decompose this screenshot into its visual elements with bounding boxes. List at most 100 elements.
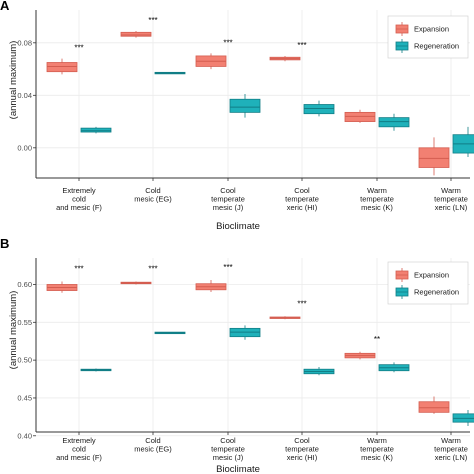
expansion-box	[418, 396, 450, 414]
x-tick-label-line: temperate	[360, 445, 394, 454]
x-tick-label-line: xeric (HI)	[287, 203, 318, 212]
expansion-box	[269, 316, 301, 320]
box-body	[418, 147, 450, 168]
expansion-box	[344, 351, 376, 360]
expansion-box	[195, 279, 227, 293]
x-tick-label: Warm temperate xeric (LN)	[434, 186, 468, 212]
expansion-box	[269, 55, 301, 62]
legend: Expansion Regeneration	[387, 15, 469, 59]
panel-b-y-axis-label: (annual maximum)	[8, 291, 19, 370]
significance-marker: ***	[148, 16, 157, 25]
significance-marker: ***	[74, 44, 83, 53]
regeneration-box	[229, 325, 261, 340]
expansion-box	[344, 109, 376, 123]
x-tick-label-line: temperate	[211, 195, 245, 204]
x-tick-label-line: and mesic (F)	[56, 203, 102, 212]
regeneration-box	[154, 71, 186, 75]
x-tick-label: Extremely cold and mesic (F)	[56, 436, 102, 462]
regeneration-box	[80, 368, 112, 372]
x-tick-label-line: Cold	[145, 186, 160, 195]
regeneration-box	[303, 100, 335, 117]
x-tick-label-line: Warm	[441, 186, 461, 195]
regeneration-box	[378, 362, 410, 373]
x-tick-label-line: Cold	[145, 436, 160, 445]
panel-b: B (annual maximum) Bioclimate 0.40 0.45 0.…	[0, 236, 474, 474]
x-tick-label-line: cold	[72, 195, 86, 204]
x-tick-label: Warm temperate mesic (K)	[360, 436, 394, 462]
panel-grid	[36, 10, 470, 178]
x-tick-label-line: temperate	[360, 195, 394, 204]
y-tick-label: 0.50	[17, 356, 32, 365]
x-tick-label-line: temperate	[434, 445, 468, 454]
significance-marker: ***	[223, 263, 232, 272]
x-tick-label-line: Cool	[220, 186, 236, 195]
significance-marker: ***	[297, 41, 306, 50]
x-tick-label-line: mesic (EG)	[134, 445, 172, 454]
regeneration-box	[378, 113, 410, 131]
x-tick-label-line: Warm	[367, 436, 387, 445]
legend-label-expansion: Expansion	[414, 271, 449, 280]
x-tick-label: Cool temperate xeric (HI)	[285, 186, 319, 212]
x-tick-label-line: Warm	[441, 436, 461, 445]
x-tick-label: Cool temperate xeric (HI)	[285, 436, 319, 462]
box-body	[46, 62, 78, 73]
y-tick-label: 0.55	[17, 318, 32, 327]
x-tick-label-line: Extremely	[62, 436, 96, 445]
y-tick-label: 0.00	[17, 143, 32, 152]
panel-b-letter: B	[0, 236, 9, 251]
x-tick-label-line: xeric (LN)	[435, 203, 468, 212]
y-tick-label: 0.60	[17, 280, 32, 289]
x-tick-label-line: Cool	[294, 436, 310, 445]
expansion-box	[195, 53, 227, 70]
x-tick-label-line: temperate	[285, 445, 319, 454]
regeneration-box	[452, 410, 474, 426]
box-body	[378, 117, 410, 128]
x-tick-label: Warm temperate mesic (K)	[360, 186, 394, 212]
x-tick-label-line: Cool	[294, 186, 310, 195]
x-tick-label-line: temperate	[434, 195, 468, 204]
significance-marker: ***	[148, 264, 157, 273]
expansion-box	[418, 137, 450, 176]
regeneration-box	[452, 126, 474, 157]
x-tick-label: Cold mesic (EG)	[134, 436, 172, 454]
x-tick-label-line: mesic (EG)	[134, 195, 172, 204]
box-body	[344, 111, 376, 122]
x-tick-label-line: mesic (K)	[361, 453, 393, 462]
legend-label-regeneration: Regeneration	[414, 42, 459, 51]
significance-marker: ***	[223, 38, 232, 47]
panel-a: A (annual maximum) Bioclimate 0.00 0.04 0.…	[0, 0, 474, 232]
legend: Expansion Regeneration	[387, 261, 469, 305]
regeneration-box	[154, 331, 186, 335]
significance-marker: ***	[74, 264, 83, 273]
x-tick-label: Cool temperate mesic (J)	[211, 186, 245, 212]
expansion-box	[46, 58, 78, 75]
regeneration-box	[80, 126, 112, 134]
x-tick-label-line: mesic (J)	[213, 203, 244, 212]
x-tick-label: Warm temperate xeric (LN)	[434, 436, 468, 462]
x-tick-label: Cold mesic (EG)	[134, 186, 172, 204]
x-tick-label: Extremely cold and mesic (F)	[56, 186, 102, 212]
box-body	[418, 401, 450, 413]
legend-label-expansion: Expansion	[414, 25, 449, 34]
significance-marker: ***	[297, 299, 306, 308]
x-tick-label-line: Warm	[367, 186, 387, 195]
y-tick-label: 0.08	[17, 38, 32, 47]
x-tick-label-line: xeric (HI)	[287, 453, 318, 462]
x-tick-label-line: mesic (K)	[361, 203, 393, 212]
legend-frame	[387, 15, 469, 59]
x-tick-label-line: and mesic (F)	[56, 453, 102, 462]
x-tick-label-line: temperate	[285, 195, 319, 204]
y-tick-label: 0.40	[17, 431, 32, 440]
x-tick-label-line: Extremely	[62, 186, 96, 195]
box-body	[303, 104, 335, 115]
y-tick-label: 0.04	[17, 91, 32, 100]
expansion-box	[46, 281, 78, 293]
x-tick-label-line: xeric (LN)	[435, 453, 468, 462]
box-body	[120, 31, 152, 37]
panel-a-y-axis-label: (annual maximum)	[8, 41, 19, 120]
panel-a-letter: A	[0, 0, 10, 13]
box-body	[80, 127, 112, 133]
y-tick-label: 0.45	[17, 394, 32, 403]
expansion-box	[120, 281, 152, 285]
